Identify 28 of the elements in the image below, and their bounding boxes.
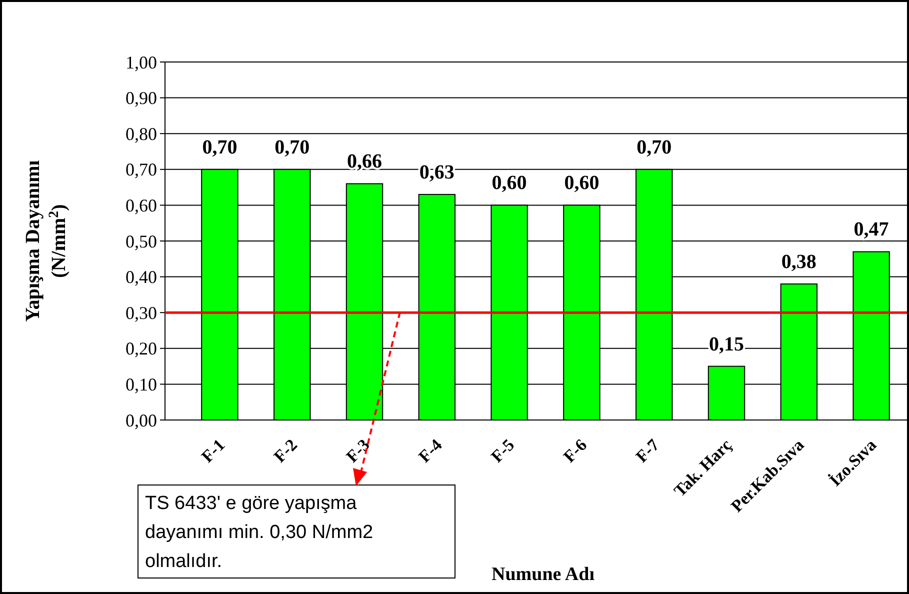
data-label: 0,70: [202, 136, 238, 158]
data-label: 0,47: [854, 218, 889, 241]
x-tick-label: F-3: [342, 435, 374, 466]
x-tick-label: F-5: [487, 435, 518, 466]
x-tick-label: F-7: [632, 435, 664, 466]
y-tick-label: 0,90: [126, 88, 157, 108]
y-tick-label: 0,80: [126, 124, 157, 144]
x-tick-label: F-6: [560, 435, 591, 466]
x-tick-label: F-4: [414, 435, 446, 466]
data-label: 0,60: [492, 172, 527, 194]
y-tick-label: 0,40: [126, 267, 157, 288]
data-label: 0,38: [781, 250, 816, 273]
data-label: 0,60: [564, 172, 600, 194]
y-tick-label: 0,10: [126, 374, 157, 394]
x-tick-label: F-2: [270, 435, 301, 466]
y-tick-label: 0,70: [126, 160, 157, 180]
data-label: 0,70: [636, 136, 672, 158]
y-tick-label: 0,20: [126, 338, 157, 359]
y-tick-label: 0,60: [126, 196, 157, 216]
x-tick-label: F-1: [198, 435, 229, 466]
x-axis-title: Numune Adı: [492, 564, 594, 585]
y-tick-label: 0,50: [126, 231, 157, 252]
data-label: 0,66: [347, 150, 382, 173]
data-label: 0,70: [274, 136, 310, 158]
y-tick-label: 0,30: [126, 302, 157, 323]
y-tick-label: 0,00: [126, 410, 157, 430]
text: TS 6433' e göre yapışma dayanımı min. 0,30 N/mm2 olmalıdır.: [145, 493, 374, 572]
y-tick-label: 1,00: [126, 52, 157, 72]
